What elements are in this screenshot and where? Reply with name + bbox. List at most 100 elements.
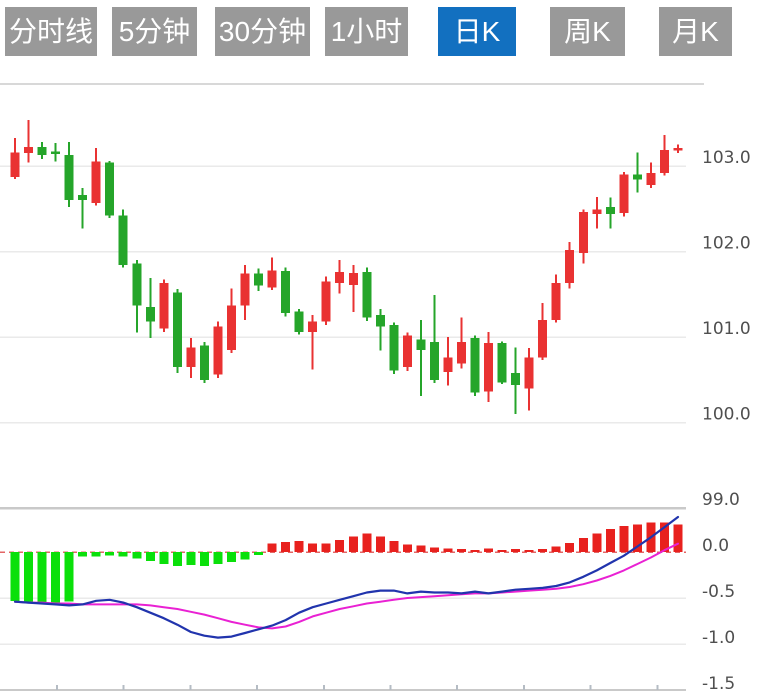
candle-body xyxy=(375,314,385,327)
candle-body xyxy=(402,335,412,367)
candle-body xyxy=(159,283,169,329)
period-toolbar: 分时线 5分钟 30分钟 1小时 日K 周K 月K xyxy=(0,0,762,64)
macd-bar xyxy=(578,538,588,552)
candle-body xyxy=(240,273,250,306)
macd-bar xyxy=(24,552,34,602)
macd-bar xyxy=(484,548,494,552)
candle-body xyxy=(267,270,277,288)
macd-bar xyxy=(64,552,74,602)
dif-line xyxy=(13,515,680,639)
macd-bar xyxy=(159,552,169,564)
price-axis-label: 102.0 xyxy=(702,234,751,254)
axis-labels: 103.0 102.0 101.0 100.0 99.0 0.0 -0.5 -1.0 -1.5 xyxy=(702,148,751,694)
candle-body xyxy=(592,209,602,214)
candle-body xyxy=(10,152,20,178)
macd-bar xyxy=(551,546,561,552)
macd-bar xyxy=(619,526,629,552)
tab-minute-line[interactable]: 分时线 xyxy=(5,7,97,56)
macd-bar xyxy=(281,541,291,552)
candles xyxy=(10,119,683,414)
macd-bar xyxy=(145,552,155,562)
macd-bar xyxy=(456,549,466,552)
macd-bar xyxy=(402,544,412,552)
candle-body xyxy=(335,272,345,284)
macd-bar xyxy=(673,524,683,552)
tab-weekly-k[interactable]: 周K xyxy=(550,7,625,56)
tab-1hour[interactable]: 1小时 xyxy=(325,7,408,56)
macd-bar xyxy=(605,529,615,552)
candle-body xyxy=(511,372,521,385)
candle-body xyxy=(497,342,507,383)
candle-body xyxy=(578,212,588,254)
candle-body xyxy=(132,263,142,306)
macd-bar xyxy=(416,545,426,552)
price-axis-label: 103.0 xyxy=(702,148,751,168)
macd-bar xyxy=(335,540,345,552)
macd-bar xyxy=(91,552,101,557)
macd-axis-label: -1.5 xyxy=(702,674,735,694)
tab-daily-k[interactable]: 日K xyxy=(438,7,516,56)
candle-body xyxy=(646,172,656,185)
candle-body xyxy=(172,292,182,367)
macd-bar xyxy=(240,552,250,560)
macd-bar xyxy=(348,536,358,552)
macd-bar xyxy=(538,549,548,552)
macd-bar xyxy=(497,550,507,553)
macd-bar xyxy=(362,533,372,552)
macd-bar xyxy=(186,552,196,565)
candle-body xyxy=(429,342,439,380)
macd-bar xyxy=(226,552,236,563)
macd-bar xyxy=(389,540,399,552)
macd-bar xyxy=(429,547,439,552)
candle-body xyxy=(294,311,304,332)
candle-body xyxy=(226,305,236,350)
macd-bar xyxy=(659,522,669,552)
candle-body xyxy=(659,149,669,173)
candle-body xyxy=(213,326,223,375)
macd-axis-label: -0.5 xyxy=(702,582,735,602)
macd-bar xyxy=(524,550,534,553)
macd-axis-label: 0.0 xyxy=(702,536,729,556)
candle-body xyxy=(551,283,561,320)
candle-body xyxy=(118,215,128,266)
macd-bar xyxy=(375,536,385,552)
candle-body xyxy=(91,161,101,203)
price-axis-label: 101.0 xyxy=(702,319,751,339)
candle-body xyxy=(524,357,534,389)
macd-bar xyxy=(213,552,223,564)
macd-bar xyxy=(565,542,575,552)
candle-body xyxy=(538,319,548,358)
macd-bar xyxy=(470,550,480,553)
candle-body xyxy=(619,174,629,214)
candle-body xyxy=(51,151,61,155)
macd-axis-label: -1.0 xyxy=(702,628,735,648)
macd-bar xyxy=(511,549,521,552)
candle-body xyxy=(281,271,291,314)
candle-body xyxy=(362,272,372,318)
macd-bar xyxy=(321,543,331,552)
macd-bar xyxy=(51,552,61,603)
macd-bar xyxy=(132,552,142,559)
macd-bar xyxy=(118,552,128,557)
candle-body xyxy=(443,357,453,373)
candle-body xyxy=(105,162,115,216)
macd-bar xyxy=(172,552,182,566)
candle-body xyxy=(24,147,34,154)
macd-bar xyxy=(37,552,47,603)
macd-bar xyxy=(443,548,453,552)
candle-body xyxy=(484,342,494,392)
candle-body xyxy=(186,347,196,367)
tab-30min[interactable]: 30分钟 xyxy=(215,7,310,56)
candle-body xyxy=(145,307,155,322)
macd-bar xyxy=(78,552,88,557)
x-axis-ticks xyxy=(56,685,659,690)
macd-bar xyxy=(632,524,642,552)
tab-5min[interactable]: 5分钟 xyxy=(112,7,197,56)
candle-body xyxy=(308,321,318,332)
candle-body xyxy=(389,325,399,371)
candle-body xyxy=(456,342,466,364)
tab-monthly-k[interactable]: 月K xyxy=(659,7,732,56)
macd-bar xyxy=(10,552,20,601)
